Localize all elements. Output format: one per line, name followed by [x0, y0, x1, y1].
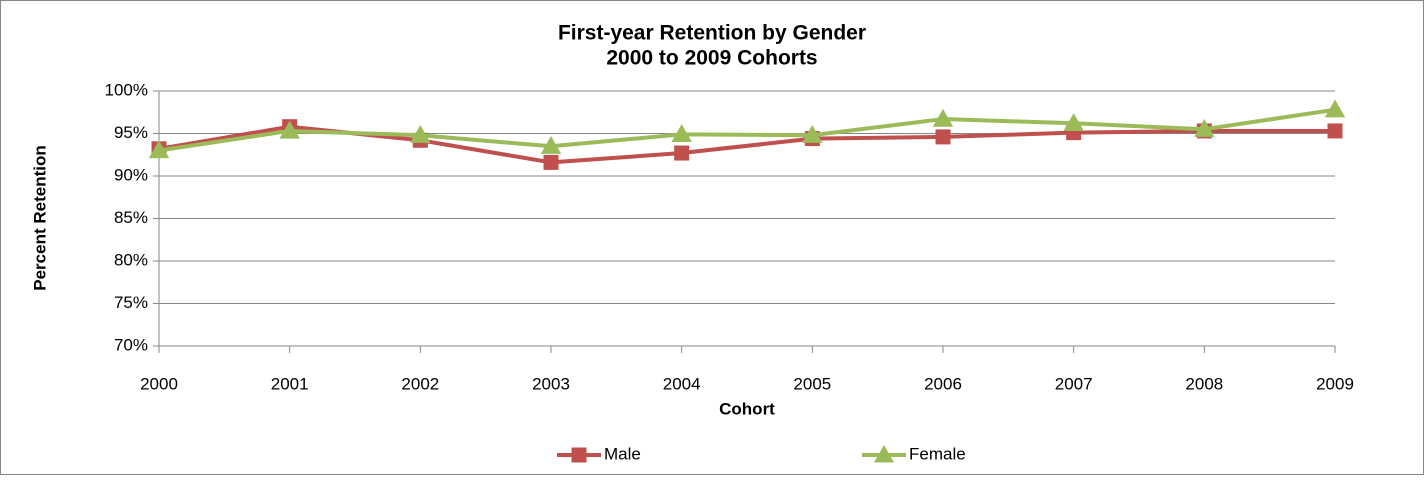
marker	[932, 108, 954, 127]
marker	[1194, 119, 1215, 137]
marker	[802, 125, 823, 143]
x-tick-label: 2000	[140, 374, 178, 393]
x-tick-label: 2002	[401, 374, 439, 393]
y-tick-label: 80%	[114, 250, 148, 269]
x-tick-label: 2009	[1316, 374, 1354, 393]
y-tick-label: 85%	[114, 208, 148, 227]
y-tick-label: 100%	[105, 80, 148, 99]
x-tick-label: 2006	[924, 374, 962, 393]
x-tick-label: 2008	[1185, 374, 1223, 393]
y-tick-label: 95%	[114, 123, 148, 142]
series-line	[158, 107, 1336, 153]
x-axis-title: Cohort	[719, 399, 775, 418]
x-tick-label: 2004	[663, 374, 701, 393]
marker	[671, 124, 692, 142]
marker	[1063, 113, 1084, 131]
y-tick-label: 70%	[114, 335, 148, 354]
legend-marker	[571, 447, 587, 463]
chart-subtitle: 2000 to 2009 Cohorts	[606, 47, 817, 70]
marker	[543, 154, 559, 170]
marker	[540, 136, 562, 154]
marker	[935, 129, 951, 145]
marker	[674, 145, 690, 161]
y-tick-label: 90%	[114, 165, 148, 184]
y-tick-label: 75%	[114, 293, 148, 312]
x-tick-label: 2007	[1055, 374, 1093, 393]
y-axis-title: Percent Retention	[30, 145, 49, 290]
marker	[1324, 99, 1346, 118]
x-tick-label: 2003	[532, 374, 570, 393]
marker	[1327, 123, 1343, 139]
marker	[410, 125, 431, 143]
legend-label: Male	[604, 444, 641, 463]
marker	[148, 140, 170, 159]
marker	[279, 120, 300, 139]
x-tick-label: 2001	[271, 374, 309, 393]
legend-marker	[874, 445, 894, 463]
legend-label: Female	[909, 444, 966, 463]
x-tick-label: 2005	[793, 374, 831, 393]
chart-title: First-year Retention by Gender	[558, 22, 866, 45]
